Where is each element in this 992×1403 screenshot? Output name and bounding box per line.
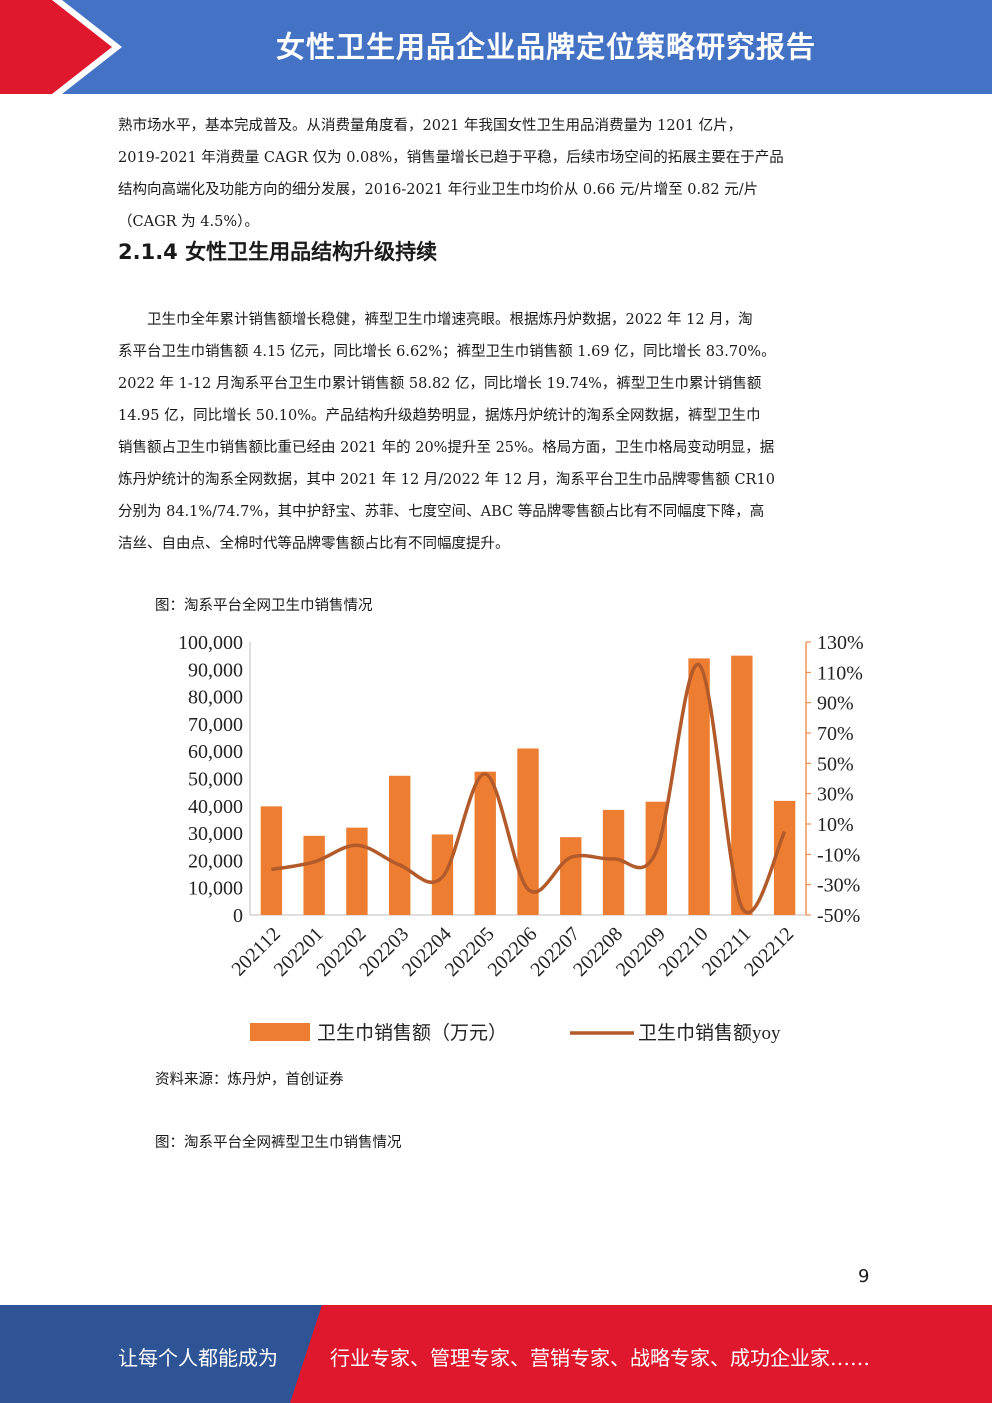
right-tick-label: -10% <box>817 844 860 866</box>
bar <box>303 835 325 915</box>
left-tick-label: 0 <box>233 905 243 927</box>
left-tick-label: 100,000 <box>178 632 243 654</box>
bar <box>731 655 753 915</box>
left-tick-label: 70,000 <box>188 714 243 736</box>
right-tick-label: 130% <box>817 632 864 654</box>
bar <box>688 658 710 915</box>
main-line: 2022 年 1-12 月淘系平台卫生巾累计销售额 58.82 亿，同比增长 1… <box>118 376 762 392</box>
main-line: 销售额占卫生巾销售额比重已经由 2021 年的 20%提升至 25%。格局方面，… <box>118 440 775 456</box>
bar <box>346 827 368 915</box>
right-tick-label: -50% <box>817 905 860 927</box>
right-tick-label: 10% <box>817 814 854 836</box>
page-footer: 让每个人都能成为 行业专家、管理专家、营销专家、战略专家、成功企业家…… <box>0 1305 992 1403</box>
bar <box>560 837 582 915</box>
yoy-line <box>271 662 787 915</box>
right-tick-label: 70% <box>817 723 854 745</box>
right-tick-label: 30% <box>817 784 854 806</box>
legend-line-label: 卫生巾销售额yoy <box>638 1022 781 1044</box>
main-line: 炼丹炉统计的淘系全网数据，其中 2021 年 12 月/2022 年 12 月，… <box>118 472 775 488</box>
bar <box>474 771 496 915</box>
footer-slogan: 让每个人都能成为 <box>118 1346 278 1370</box>
right-tick-label: -30% <box>817 875 860 897</box>
bar <box>260 806 283 915</box>
bar <box>517 748 539 915</box>
left-tick-label: 50,000 <box>188 769 243 791</box>
main-line: 14.95 亿，同比增长 50.10%。产品结构升级趋势明显，据炼丹炉统计的淘系… <box>118 408 761 424</box>
bar <box>389 775 411 915</box>
footer-roles: 行业专家、管理专家、营销专家、战略专家、成功企业家…… <box>330 1346 870 1370</box>
figure-caption: 图：淘系平台全网卫生巾销售情况 <box>155 598 373 614</box>
x-tick-label: 202212 <box>740 923 798 981</box>
left-tick-label: 90,000 <box>188 659 243 681</box>
section-heading: 2.1.4 女性卫生用品结构升级持续 <box>118 240 438 264</box>
left-tick-label: 80,000 <box>188 687 243 709</box>
header-title: 女性卫生用品企业品牌定位策略研究报告 <box>275 30 816 64</box>
intro-line: 结构向高端化及功能方向的细分发展，2016-2021 年行业卫生巾均价从 0.6… <box>118 182 759 198</box>
main-line: 卫生巾全年累计销售额增长稳健，裤型卫生巾增速亮眼。根据炼丹炉数据，2022 年 … <box>147 312 753 328</box>
main-line: 洁丝、自由点、全棉时代等品牌零售额占比有不同幅度提升。 <box>118 536 510 552</box>
left-tick-label: 40,000 <box>188 796 243 818</box>
intro-line: （CAGR 为 4.5%）。 <box>118 214 259 230</box>
sales-chart: 0 10,000 20,000 30,000 40,000 50,000 60,000 70,… <box>178 632 864 1044</box>
left-tick-label: 60,000 <box>188 741 243 763</box>
left-tick-label: 30,000 <box>188 823 243 845</box>
right-tick-label: 110% <box>817 662 863 684</box>
main-paragraph: 卫生巾全年累计销售额增长稳健，裤型卫生巾增速亮眼。根据炼丹炉数据，2022 年 … <box>118 304 874 560</box>
page-number: 9 <box>858 1266 870 1287</box>
main-line: 分别为 84.1%/74.7%，其中护舒宝、苏菲、七度空间、ABC 等品牌零售额… <box>118 504 765 520</box>
footer-decoration <box>0 1305 992 1403</box>
bar <box>602 809 625 915</box>
bar <box>773 800 796 915</box>
legend-bar-label: 卫生巾销售额（万元） <box>317 1022 507 1044</box>
left-tick-label: 10,000 <box>188 878 243 900</box>
legend-bar-swatch <box>250 1023 310 1041</box>
intro-line: 熟市场水平，基本完成普及。从消费量角度看，2021 年我国女性卫生用品消费量为 … <box>118 118 743 134</box>
source-note: 资料来源：炼丹炉，首创证券 <box>155 1072 344 1088</box>
figure-caption: 图：淘系平台全网裤型卫生巾销售情况 <box>155 1135 402 1151</box>
page-header: 女性卫生用品企业品牌定位策略研究报告 <box>0 0 992 94</box>
intro-paragraph: 熟市场水平，基本完成普及。从消费量角度看，2021 年我国女性卫生用品消费量为 … <box>118 110 874 238</box>
header-decoration <box>0 0 122 94</box>
right-tick-label: 90% <box>817 693 854 715</box>
intro-line: 2019-2021 年消费量 CAGR 仅为 0.08%，销售量增长已趋于平稳，… <box>118 150 784 166</box>
left-tick-label: 20,000 <box>188 850 243 872</box>
main-line: 系平台卫生巾销售额 4.15 亿元，同比增长 6.62%；裤型卫生巾销售额 1.… <box>118 344 776 360</box>
right-tick-label: 50% <box>817 753 854 775</box>
